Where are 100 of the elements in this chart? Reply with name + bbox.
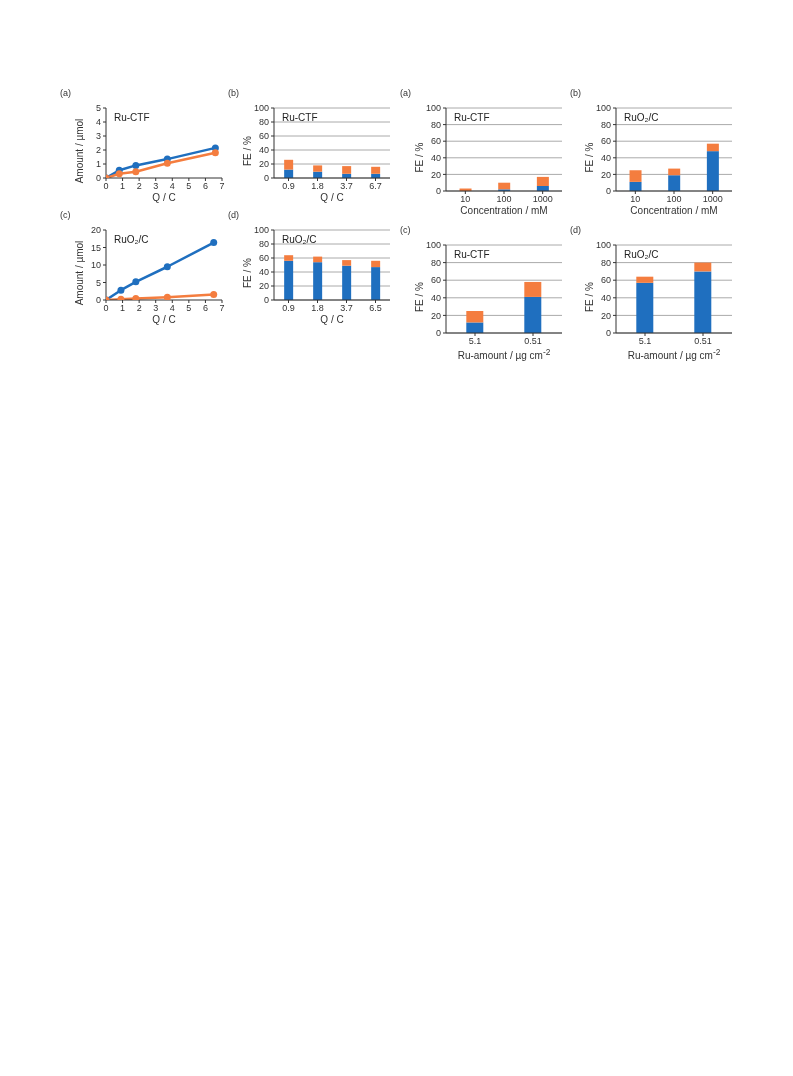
chart-title: (c) xyxy=(60,210,71,220)
y-axis-title: Amount / µmol xyxy=(74,117,86,186)
x-axis-title: Q / C xyxy=(151,192,177,203)
y-axis-title: FE / % xyxy=(414,141,426,175)
x-tick-label: 0.9 xyxy=(282,303,295,314)
x-tick-label: 5 xyxy=(186,303,192,314)
x-tick-label: 1000 xyxy=(702,194,723,205)
y-axis-title: FE / % xyxy=(584,281,596,314)
x-tick-label: 3 xyxy=(153,181,159,192)
x-tick-label: 5 xyxy=(186,181,192,192)
y-tick-label: 80 xyxy=(430,257,441,268)
annotation: Ru-CTF xyxy=(114,112,150,123)
x-tick-label: 4 xyxy=(169,303,175,314)
x-axis-title: Q / C xyxy=(319,314,345,325)
y-tick-label: 0 xyxy=(263,295,269,306)
x-tick-label: 7 xyxy=(219,181,225,192)
y-tick-label: 1 xyxy=(95,159,101,170)
y-tick-label: 5 xyxy=(95,277,101,288)
x-tick-label: 100 xyxy=(496,194,512,205)
y-axis-title: FE / % xyxy=(414,281,426,314)
y-tick-label: 40 xyxy=(430,152,441,163)
annotation: Ru-CTF xyxy=(454,249,490,260)
y-tick-label: 100 xyxy=(253,225,269,236)
y-tick-label: 4 xyxy=(95,117,101,128)
x-axis-title: Concentration / mM xyxy=(459,205,549,216)
x-tick-label: 10 xyxy=(460,194,471,205)
y-tick-label: 100 xyxy=(425,240,441,251)
y-tick-label: 80 xyxy=(600,119,611,130)
y-tick-label: 80 xyxy=(430,119,441,130)
y-tick-label: 40 xyxy=(600,292,611,303)
y-tick-label: 100 xyxy=(253,103,269,114)
x-tick-label: 1.8 xyxy=(311,303,324,314)
chart-title: (d) xyxy=(228,210,239,220)
annotation: Ru-CTF xyxy=(454,112,490,123)
y-tick-label: 100 xyxy=(595,240,611,251)
chart-title: (b) xyxy=(570,88,581,98)
annotation: RuO₂/C xyxy=(282,234,317,245)
x-tick-label: 5.1 xyxy=(638,336,652,347)
y-tick-label: 20 xyxy=(258,159,269,170)
y-axis-title: FE / % xyxy=(584,141,596,175)
y-tick-label: 80 xyxy=(258,239,269,250)
x-tick-label: 4 xyxy=(169,181,175,192)
y-tick-label: 2 xyxy=(95,145,101,156)
y-tick-label: 60 xyxy=(258,131,269,142)
x-tick-label: 100 xyxy=(666,194,682,205)
y-axis-title: FE / % xyxy=(242,257,254,290)
y-tick-label: 80 xyxy=(600,257,611,268)
x-tick-label: 2 xyxy=(136,181,142,192)
x-tick-label: 1000 xyxy=(532,194,553,205)
x-tick-label: 6.7 xyxy=(369,181,382,192)
x-axis-title: Ru-amount / µg cm$^{-2}$ xyxy=(626,347,722,362)
y-tick-label: 40 xyxy=(600,152,611,163)
y-axis-title: FE / % xyxy=(242,135,254,168)
y-tick-label: 20 xyxy=(90,225,101,236)
y-tick-label: 60 xyxy=(258,253,269,264)
x-tick-label: 6 xyxy=(202,303,208,314)
x-tick-label: 1 xyxy=(120,181,126,192)
y-tick-label: 40 xyxy=(258,267,269,278)
y-tick-label: 60 xyxy=(600,136,611,147)
chart-title: (a) xyxy=(400,88,411,98)
x-axis-title: Q / C xyxy=(151,314,177,325)
y-tick-label: 0 xyxy=(263,173,269,184)
y-tick-label: 20 xyxy=(600,310,611,321)
x-axis-title: Ru-amount / µg cm$^{-2}$ xyxy=(456,347,552,362)
y-tick-label: 60 xyxy=(600,275,611,286)
y-tick-label: 40 xyxy=(258,145,269,156)
x-tick-label: 1 xyxy=(120,303,126,314)
x-tick-label: 3.7 xyxy=(340,303,353,314)
x-tick-label: 1.8 xyxy=(311,181,324,192)
y-tick-label: 0 xyxy=(435,328,441,339)
chart-title: (d) xyxy=(570,225,581,235)
y-tick-label: 15 xyxy=(90,242,101,253)
y-tick-label: 80 xyxy=(258,117,269,128)
y-tick-label: 20 xyxy=(258,281,269,292)
y-tick-label: 100 xyxy=(595,103,611,114)
y-axis-title: Amount / µmol xyxy=(74,239,86,308)
y-tick-label: 5 xyxy=(95,103,101,114)
chart-title: (b) xyxy=(228,88,239,98)
y-tick-label: 0 xyxy=(605,328,611,339)
y-tick-label: 100 xyxy=(425,103,441,114)
y-tick-label: 20 xyxy=(600,169,611,180)
x-tick-label: 2 xyxy=(136,303,142,314)
annotation: RuO₂/C xyxy=(624,249,659,260)
x-tick-label: 0.51 xyxy=(694,336,712,347)
annotation: Ru-CTF xyxy=(282,112,318,123)
annotation: RuO₂/C xyxy=(114,234,149,245)
y-tick-label: 60 xyxy=(430,136,441,147)
x-tick-label: 3.7 xyxy=(340,181,353,192)
x-tick-label: 10 xyxy=(630,194,641,205)
y-tick-label: 20 xyxy=(430,169,441,180)
chart-title: (c) xyxy=(400,225,411,235)
y-tick-label: 60 xyxy=(430,275,441,286)
annotation: RuO₂/C xyxy=(624,112,659,123)
x-tick-label: 5.1 xyxy=(468,336,482,347)
y-tick-label: 40 xyxy=(430,292,441,303)
y-tick-label: 10 xyxy=(90,260,101,271)
y-tick-label: 3 xyxy=(95,131,101,142)
y-tick-label: 20 xyxy=(430,310,441,321)
y-tick-label: 0 xyxy=(95,295,101,306)
chart-title: (a) xyxy=(60,88,71,98)
